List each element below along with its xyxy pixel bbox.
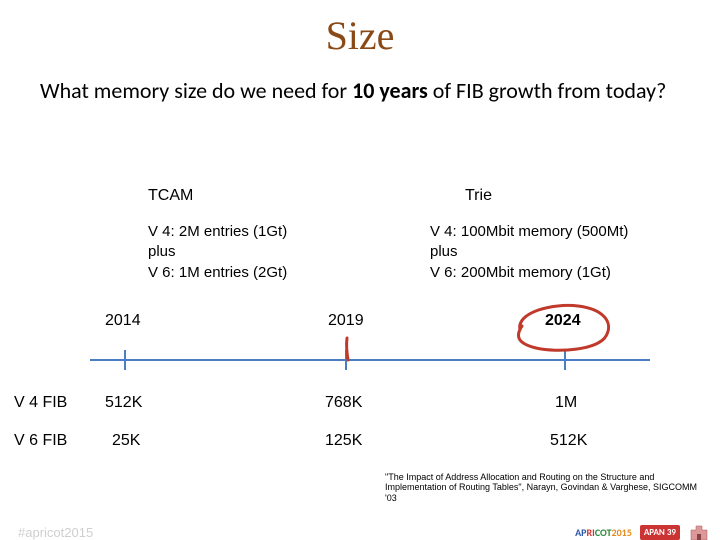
- trie-line1: V 4: 100Mbit memory (500Mt): [430, 222, 680, 242]
- subtitle-bold: 10 years: [352, 77, 428, 104]
- hand-oval-icon: [508, 300, 618, 356]
- subtitle-pre: What memory size do we need for: [40, 77, 352, 104]
- hand-tick-icon: [338, 336, 358, 362]
- tcam-line2: plus: [148, 242, 348, 262]
- tcam-line3: V 6: 1M entries (2Gt): [148, 263, 348, 283]
- v4-2019: 768K: [325, 394, 362, 412]
- slide: Size What memory size do we need for 10 …: [0, 12, 720, 540]
- apnic-logo-icon: [688, 522, 710, 540]
- trie-line3: V 6: 200Mbit memory (1Gt): [430, 263, 680, 283]
- v4-2014: 512K: [105, 394, 142, 412]
- footer-logos: APRICOT2015 APAN 39: [575, 522, 710, 540]
- citation: "The Impact of Address Allocation and Ro…: [385, 472, 705, 504]
- hashtag: #apricot2015: [18, 525, 93, 540]
- tcam-content: V 4: 2M entries (1Gt) plus V 6: 1M entri…: [148, 222, 348, 283]
- apricot-ri: RI: [587, 526, 595, 539]
- apricot-logo-icon: APRICOT2015: [575, 526, 632, 539]
- row-v4-label: V 4 FIB: [14, 394, 67, 412]
- tcam-heading: TCAM: [148, 187, 193, 205]
- v6-2019: 125K: [325, 432, 362, 450]
- apan-logo-icon: APAN 39: [640, 525, 680, 540]
- trie-line2: plus: [430, 242, 680, 262]
- v6-2024: 512K: [550, 432, 587, 450]
- year-2019: 2019: [328, 312, 364, 330]
- tcam-line1: V 4: 2M entries (1Gt): [148, 222, 348, 242]
- subtitle-post: of FIB growth from today?: [428, 77, 667, 104]
- apricot-year: 2015: [612, 526, 632, 539]
- v4-2024: 1M: [555, 394, 577, 412]
- subtitle: What memory size do we need for 10 years…: [40, 77, 680, 105]
- slide-title: Size: [0, 12, 720, 59]
- trie-content: V 4: 100Mbit memory (500Mt) plus V 6: 20…: [430, 222, 680, 283]
- v6-2014: 25K: [112, 432, 140, 450]
- apricot-cot: COT: [595, 526, 612, 539]
- year-2014: 2014: [105, 312, 141, 330]
- apricot-ap: AP: [575, 526, 586, 539]
- trie-heading: Trie: [465, 187, 492, 205]
- row-v6-label: V 6 FIB: [14, 432, 67, 450]
- footer: #apricot2015 APRICOT2015 APAN 39: [0, 518, 720, 540]
